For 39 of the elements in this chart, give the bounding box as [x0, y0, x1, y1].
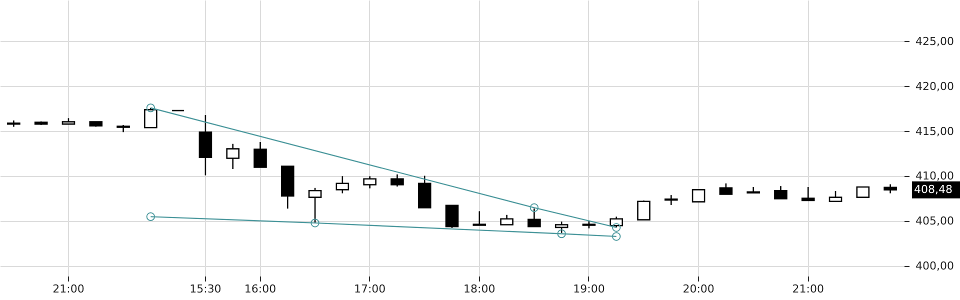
- candlestick: [363, 176, 376, 189]
- x-tick-label: 15:30: [190, 282, 222, 296]
- candlestick: [856, 186, 870, 198]
- text: 408,48: [914, 182, 952, 196]
- x-tick-label: 19:00: [573, 282, 605, 296]
- y-tick-label: 400,00: [916, 260, 954, 273]
- y-tick-label: 420,00: [916, 80, 954, 93]
- x-tick-label: 21:00: [792, 282, 824, 296]
- y-tick-label: 415,00: [916, 124, 954, 138]
- x-tick-label: 17:00: [354, 282, 386, 296]
- candlestick: [746, 186, 760, 194]
- candlestick: [801, 186, 815, 202]
- candlestick: [336, 176, 350, 194]
- candlestick: [472, 210, 486, 226]
- point: [612, 223, 621, 232]
- candlestick: [254, 141, 267, 168]
- candlestick: [664, 194, 678, 206]
- x-tick-label: 21:00: [52, 282, 84, 296]
- candlestick: [692, 189, 706, 202]
- point: [146, 212, 156, 222]
- candlestick: [719, 182, 733, 195]
- candlestick: [226, 143, 240, 170]
- y-tick-label: 405,00: [916, 214, 954, 228]
- point: [557, 229, 566, 238]
- candlestick: [445, 204, 459, 229]
- y-tick-label: 410,00: [916, 170, 954, 183]
- point: [146, 104, 156, 112]
- candlestick: [828, 190, 842, 202]
- x-tick-label: 18:00: [464, 282, 496, 296]
- candlestick: [637, 200, 650, 220]
- point: [310, 218, 320, 228]
- x-tick-label: 16:00: [244, 282, 276, 296]
- candlestick: [390, 174, 404, 188]
- point: [530, 203, 539, 212]
- candlestick: [500, 214, 514, 226]
- y-tick-label: 425,00: [916, 34, 954, 48]
- candlestick: [774, 185, 788, 200]
- x-tick-label: 20:00: [682, 282, 714, 296]
- point: [612, 232, 621, 241]
